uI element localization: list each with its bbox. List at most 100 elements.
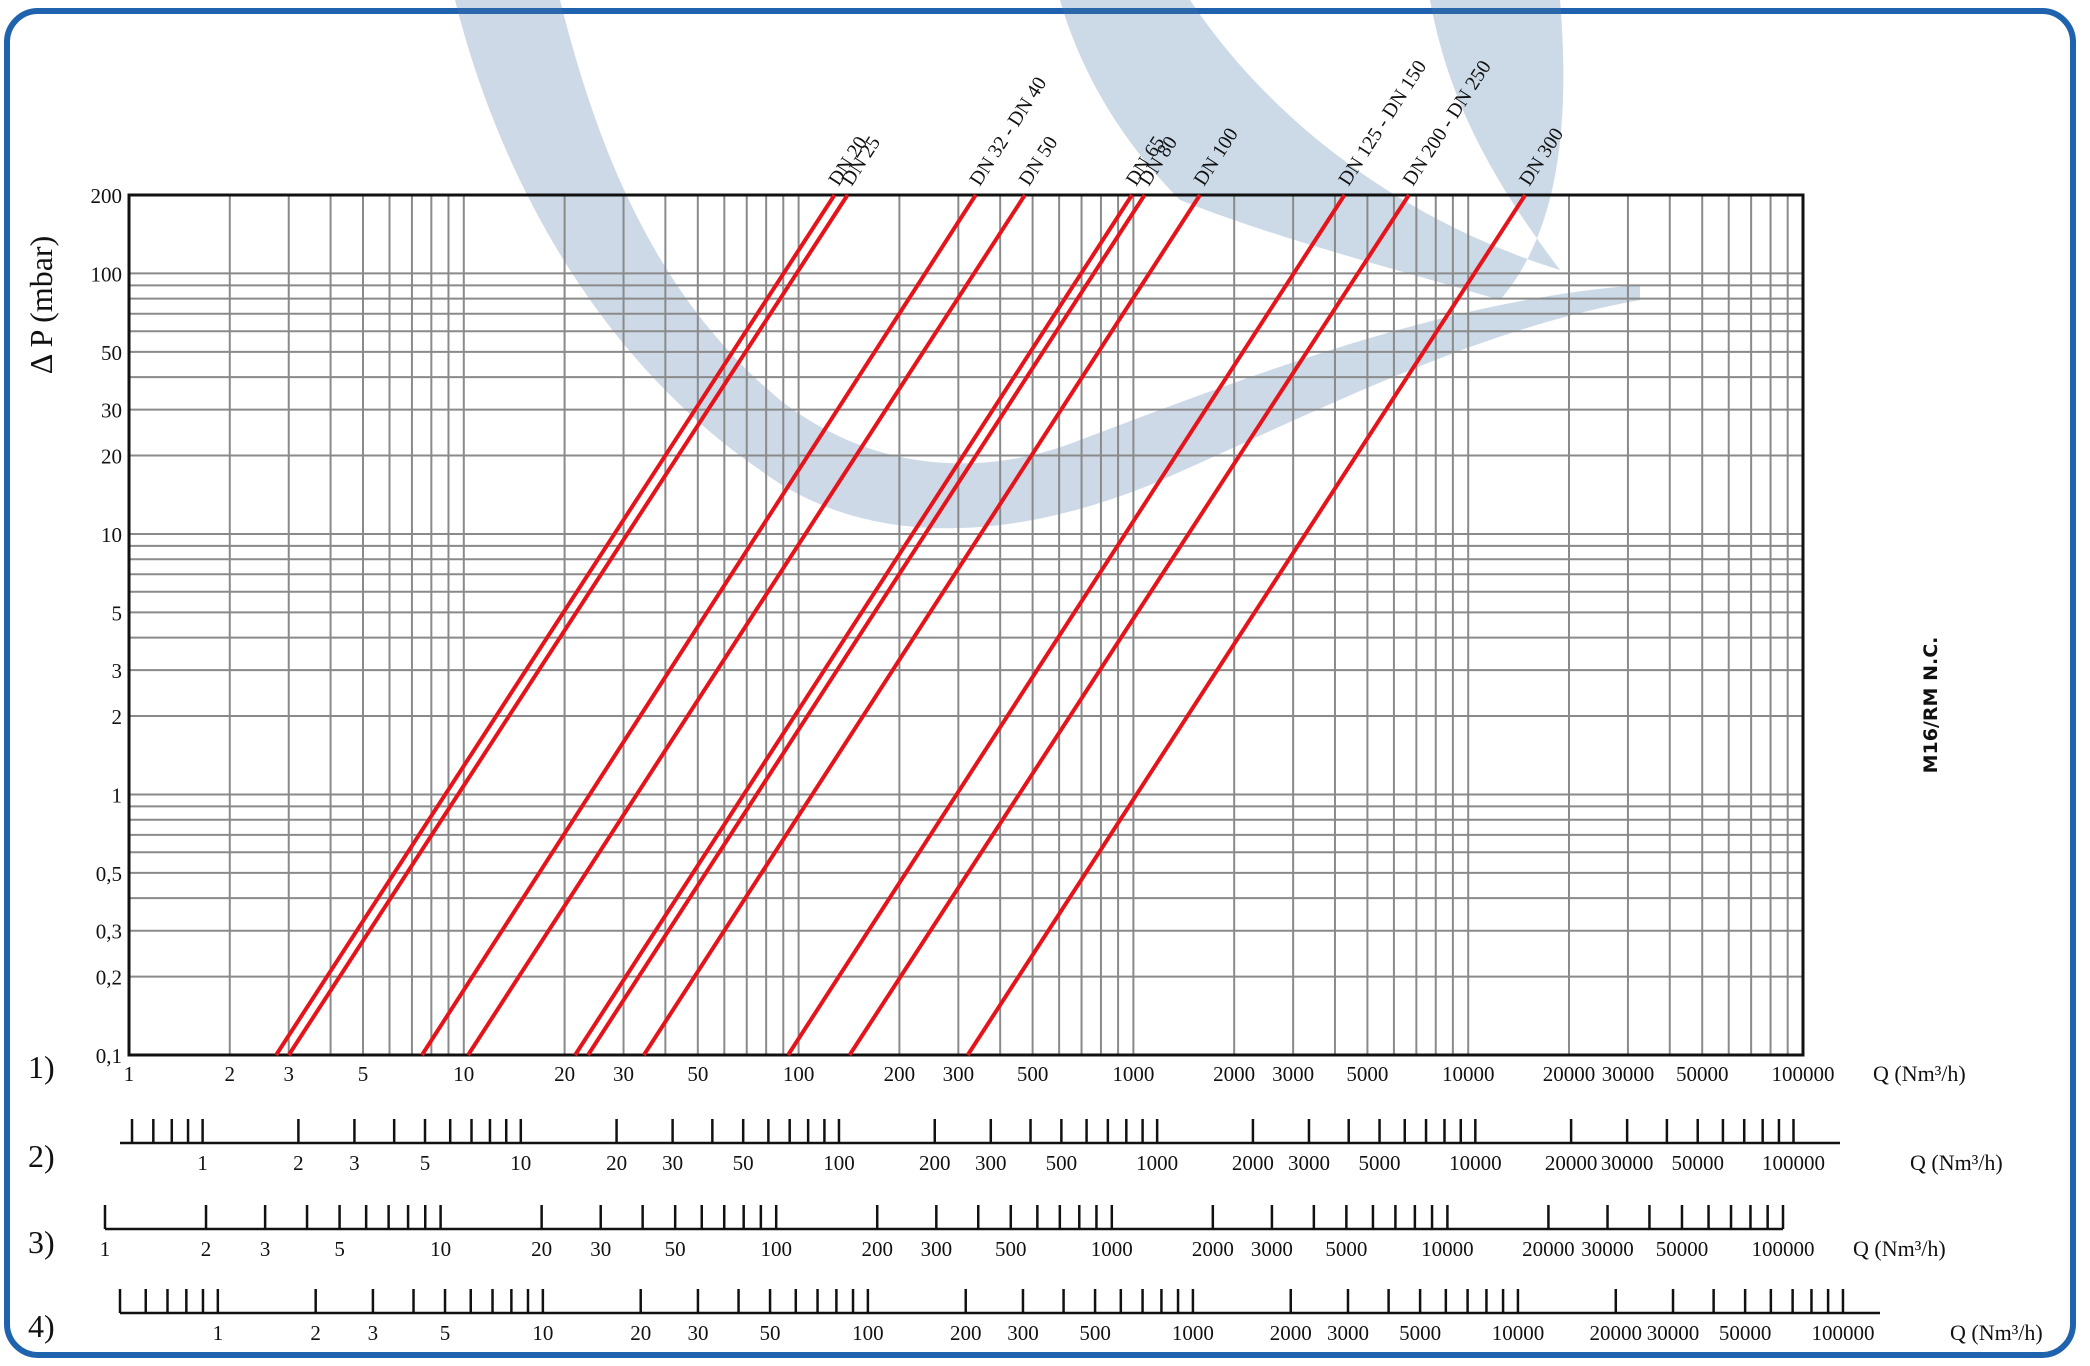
scale-tick-label: 100 (823, 1151, 855, 1175)
scale-tick-label: 5000 (1359, 1151, 1401, 1175)
scale-tick-label: 3 (368, 1321, 379, 1345)
grid (129, 195, 1803, 1055)
scale-tick-label: 20000 (1522, 1237, 1575, 1261)
scale-tick-label: 300 (921, 1237, 953, 1261)
y-tick-label: 10 (101, 523, 122, 547)
scale-tick-label: 500 (995, 1237, 1027, 1261)
y-axis-label: Δ P (mbar) (23, 236, 59, 374)
scale-tick-label: 10000 (1492, 1321, 1545, 1345)
side-label: M16/RM N.C. (1920, 637, 1942, 774)
scale-tick-label: 5 (420, 1151, 431, 1175)
scale-tick-label: 5000 (1325, 1237, 1367, 1261)
scale-tick-label: 2000 (1213, 1062, 1255, 1086)
scale-tick-label: 50000 (1719, 1321, 1772, 1345)
scale-tick-label: 2 (293, 1151, 304, 1175)
scale-tick-label: 10000 (1421, 1237, 1474, 1261)
scale-tick-label: 50 (733, 1151, 754, 1175)
scale-tick-label: 100000 (1772, 1062, 1835, 1086)
scale-row-label: 2) (28, 1138, 55, 1174)
scale-tick-label: 10 (430, 1237, 451, 1261)
scale-tick-label: 100 (852, 1321, 884, 1345)
scale-tick-label: 3 (283, 1062, 294, 1086)
scale-unit-label: Q (Nm³/h) (1950, 1320, 2043, 1345)
scale-unit-label: Q (Nm³/h) (1910, 1150, 2003, 1175)
chart-frame (4, 8, 2076, 1358)
scale-tick-label: 2 (225, 1062, 236, 1086)
series-line (966, 193, 1527, 1057)
scale-tick-label: 20000 (1545, 1151, 1598, 1175)
scale-tick-label: 100 (783, 1062, 815, 1086)
scale-tick-label: 20 (531, 1237, 552, 1261)
series-line (287, 193, 850, 1057)
scale-tick-label: 100 (760, 1237, 792, 1261)
scale-unit-label: Q (Nm³/h) (1873, 1061, 1966, 1086)
y-tick-label: 0,2 (96, 966, 122, 990)
y-tick-label: 50 (101, 341, 122, 365)
scale-tick-label: 5 (358, 1062, 369, 1086)
scale-tick-label: 5000 (1346, 1062, 1388, 1086)
scale-tick-label: 300 (1007, 1321, 1039, 1345)
scale-tick-label: 1 (124, 1062, 135, 1086)
scale-tick-label: 30 (662, 1151, 683, 1175)
y-tick-label: 0,1 (96, 1044, 122, 1068)
series-line (420, 193, 978, 1057)
series-line (466, 193, 1027, 1057)
y-tick-label: 200 (91, 184, 123, 208)
series-line (274, 193, 837, 1057)
flow-scales: 1) 1 2 3 5 10 20 30 50 100 200 300 500 1000 2000 3000 50… (28, 1049, 2043, 1345)
y-tick-label: 0,3 (96, 920, 122, 944)
scale-tick-label: 30 (590, 1237, 611, 1261)
scale-tick-label: 10000 (1442, 1062, 1495, 1086)
scale-tick-label: 3000 (1251, 1237, 1293, 1261)
series-label: DN 50 (1015, 133, 1063, 190)
series-line (642, 193, 1202, 1057)
scale-tick-label: 1 (197, 1151, 208, 1175)
scale-tick-label: 100000 (1811, 1321, 1874, 1345)
series-line (786, 193, 1347, 1057)
scale-tick-label: 20 (606, 1151, 627, 1175)
scale-tick-label: 1000 (1136, 1151, 1178, 1175)
scale-tick-label: 5 (334, 1237, 345, 1261)
series-line (847, 193, 1411, 1057)
scale-tick-label: 30 (687, 1321, 708, 1345)
scale-tick-label: 30000 (1602, 1062, 1655, 1086)
scale-tick-label: 50000 (1671, 1151, 1724, 1175)
scale-tick-label: 10 (532, 1321, 553, 1345)
scale-tick-label: 500 (1017, 1062, 1049, 1086)
scale-tick-label: 1000 (1112, 1062, 1154, 1086)
scale-tick-label: 30000 (1647, 1321, 1700, 1345)
scale-tick-label: 5 (440, 1321, 451, 1345)
y-tick-label: 0,5 (96, 862, 122, 886)
scale-tick-label: 5000 (1399, 1321, 1441, 1345)
scale-tick-label: 50 (760, 1321, 781, 1345)
scale-row-label: 4) (28, 1308, 55, 1344)
scale-tick-label: 1 (213, 1321, 224, 1345)
scale-tick-label: 3000 (1272, 1062, 1314, 1086)
scale-row-label: 3) (28, 1224, 55, 1260)
scale-tick-label: 500 (1046, 1151, 1078, 1175)
scale-row-label: 1) (28, 1049, 55, 1085)
y-tick-label: 30 (101, 399, 122, 423)
scale-tick-label: 1000 (1091, 1237, 1133, 1261)
plot-border (127, 193, 1805, 1057)
scale-tick-label: 20 (554, 1062, 575, 1086)
scale-tick-label: 200 (884, 1062, 916, 1086)
scale-tick-label: 2000 (1232, 1151, 1274, 1175)
scale-tick-label: 30000 (1581, 1237, 1634, 1261)
scale-unit-label: Q (Nm³/h) (1853, 1236, 1946, 1261)
series-line (573, 193, 1134, 1057)
scale-tick-label: 50000 (1656, 1237, 1709, 1261)
scale-tick-label: 200 (919, 1151, 951, 1175)
y-tick-label: 2 (112, 705, 123, 729)
scale-tick-label: 2 (310, 1321, 321, 1345)
y-tick-label: 20 (101, 445, 122, 469)
scale-tick-label: 3 (349, 1151, 360, 1175)
y-tick-labels: 0,1 0,2 0,3 0,5 1 2 3 5 10 20 30 50 100 200 (91, 184, 123, 1068)
scale-tick-label: 20 (630, 1321, 651, 1345)
scale-tick-label: 200 (950, 1321, 982, 1345)
y-tick-label: 1 (112, 783, 123, 807)
scale-tick-label: 30000 (1601, 1151, 1654, 1175)
watermark-logo (455, 0, 1640, 529)
scale-tick-label: 2000 (1192, 1237, 1234, 1261)
